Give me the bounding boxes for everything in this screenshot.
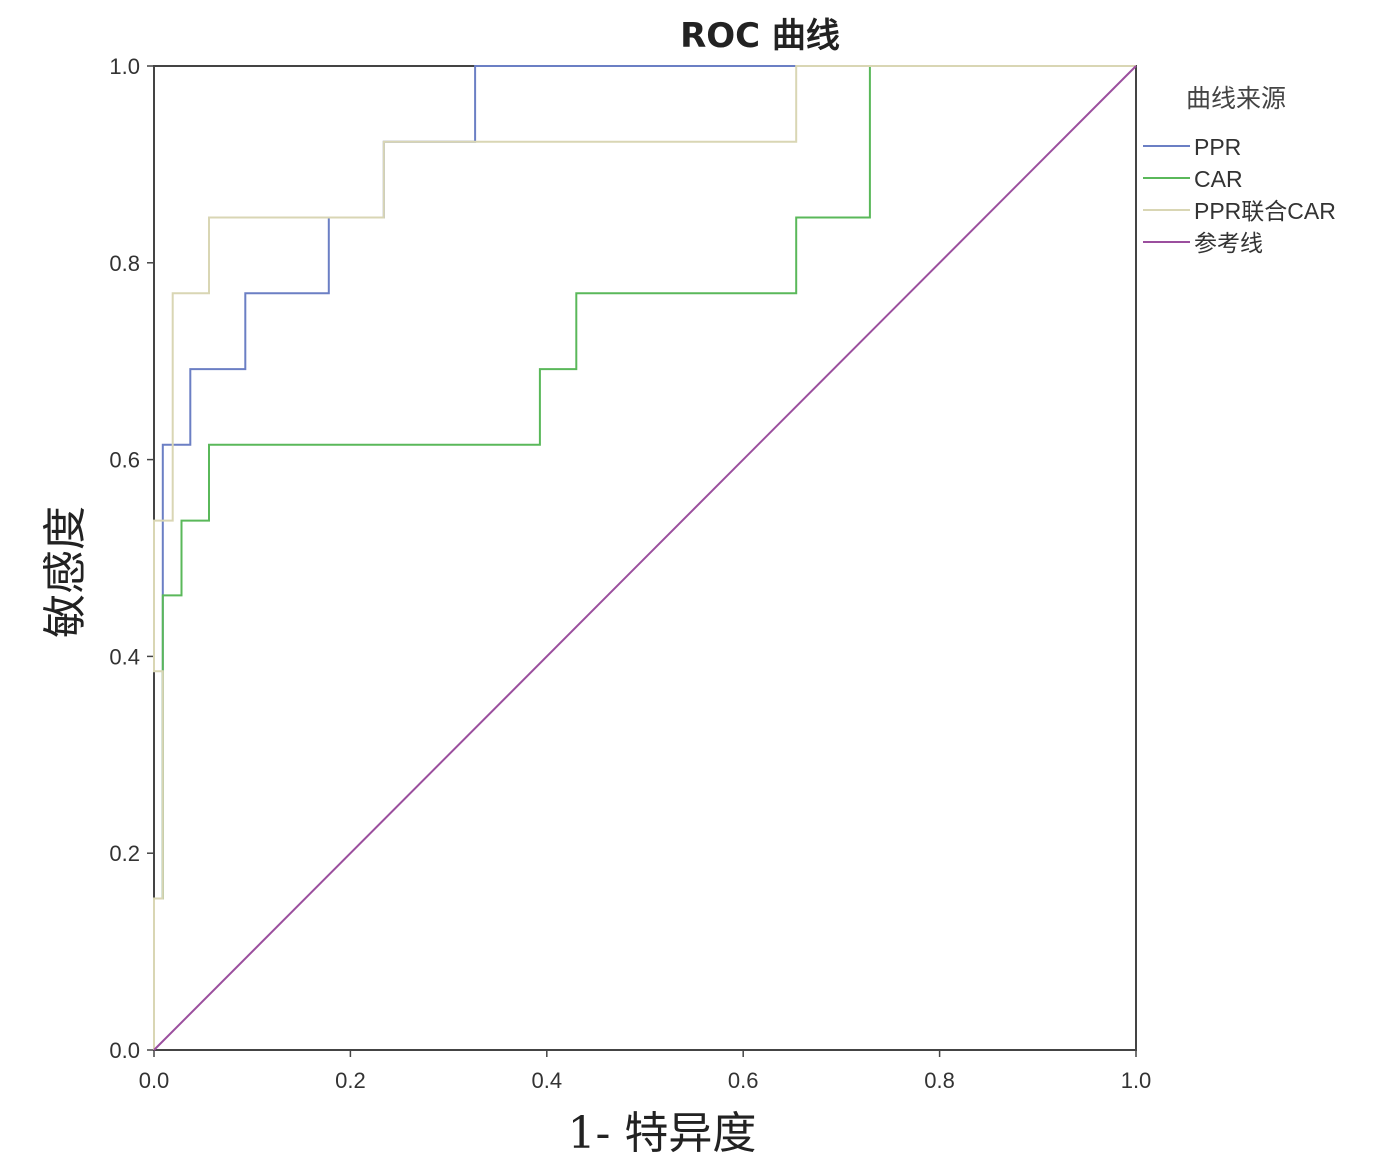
series-line-3 — [153, 65, 1137, 1051]
legend-label: 参考线 — [1194, 230, 1263, 256]
x-tick-label: 0.2 — [335, 1068, 366, 1093]
y-axis: 0.0 0.2 0.4 0.6 0.8 1.0 — [109, 54, 154, 1063]
legend-label: CAR — [1194, 166, 1243, 192]
series-line-2 — [153, 65, 1136, 1050]
legend: 曲线来源 PPR CAR PPR联合CAR 参考线 — [1143, 84, 1336, 256]
y-tick-label: 0.0 — [109, 1038, 140, 1063]
x-tick-label: 0.6 — [728, 1068, 759, 1093]
legend-title: 曲线来源 — [1186, 84, 1286, 113]
x-axis-title: 1- 特异度 — [568, 1108, 757, 1159]
x-tick-label: 0.8 — [924, 1068, 955, 1093]
plot-area: 0.0 0.2 0.4 0.6 0.8 1.0 0.0 0.2 0.4 0.6 0.8 1.0 — [109, 54, 1151, 1093]
x-tick-label: 0.4 — [532, 1068, 563, 1093]
y-tick-label: 0.6 — [109, 448, 140, 473]
x-tick-label: 1.0 — [1121, 1068, 1152, 1093]
legend-label: PPR — [1194, 134, 1241, 160]
y-tick-label: 0.2 — [109, 841, 140, 866]
chart-title: ROC 曲线 — [680, 16, 840, 56]
series-lines — [153, 65, 1137, 1051]
y-tick-label: 0.4 — [109, 644, 140, 669]
x-tick-label: 0.0 — [139, 1068, 170, 1093]
y-tick-label: 0.8 — [109, 251, 140, 276]
legend-label: PPR联合CAR — [1194, 198, 1336, 224]
legend-items: PPR CAR PPR联合CAR 参考线 — [1143, 134, 1336, 256]
x-axis: 0.0 0.2 0.4 0.6 0.8 1.0 — [139, 1050, 1152, 1093]
y-tick-label: 1.0 — [109, 54, 140, 79]
y-axis-title: 敏感度 — [40, 506, 91, 638]
